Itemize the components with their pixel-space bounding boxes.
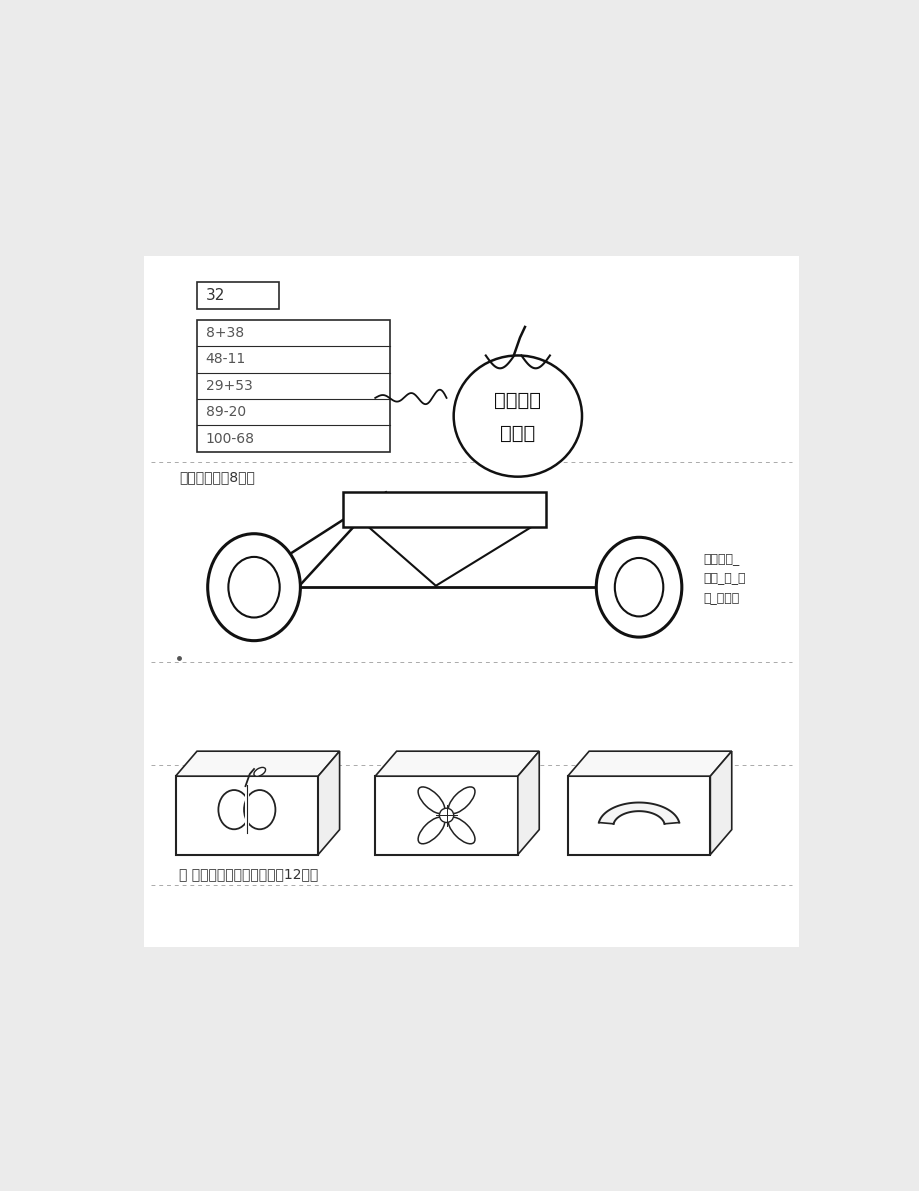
Text: 九、看图。（8分）: 九、看图。（8分） [179, 469, 255, 484]
Text: 细心点，: 细心点， [494, 391, 540, 410]
Text: 8+38: 8+38 [205, 326, 244, 339]
Bar [567, 777, 709, 855]
Ellipse shape [596, 537, 681, 637]
Ellipse shape [448, 817, 474, 843]
Text: 89-20: 89-20 [205, 405, 245, 419]
Ellipse shape [208, 534, 300, 641]
Text: 29+53: 29+53 [205, 379, 252, 393]
Text: 32: 32 [205, 288, 224, 303]
Polygon shape [598, 803, 678, 824]
Polygon shape [368, 526, 531, 586]
Circle shape [439, 809, 453, 823]
Ellipse shape [453, 355, 582, 476]
Bar [197, 320, 389, 451]
Bar [244, 781, 249, 842]
Text: 是由_形_形: 是由_形_形 [702, 572, 745, 585]
Bar [197, 282, 278, 310]
Polygon shape [318, 752, 339, 855]
Text: 这个图像_: 这个图像_ [702, 551, 739, 565]
Text: 100-68: 100-68 [205, 431, 255, 445]
Bar [375, 777, 517, 855]
Ellipse shape [448, 787, 474, 813]
Bar [343, 492, 546, 526]
Ellipse shape [614, 557, 663, 617]
Text: 和_形组成: 和_形组成 [702, 592, 739, 605]
Bar [176, 777, 318, 855]
Polygon shape [517, 752, 539, 855]
Ellipse shape [417, 787, 444, 813]
Text: 边问题: 边问题 [500, 424, 535, 443]
Text: 十 、提出问题、解决问题（12分）: 十 、提出问题、解决问题（12分） [179, 867, 318, 881]
Ellipse shape [417, 817, 444, 843]
Polygon shape [567, 752, 731, 777]
Ellipse shape [228, 557, 279, 617]
Polygon shape [375, 752, 539, 777]
Ellipse shape [254, 767, 266, 777]
Polygon shape [709, 752, 731, 855]
Text: 48-11: 48-11 [205, 353, 245, 367]
Ellipse shape [244, 790, 275, 829]
Ellipse shape [218, 790, 249, 829]
Polygon shape [176, 752, 339, 777]
